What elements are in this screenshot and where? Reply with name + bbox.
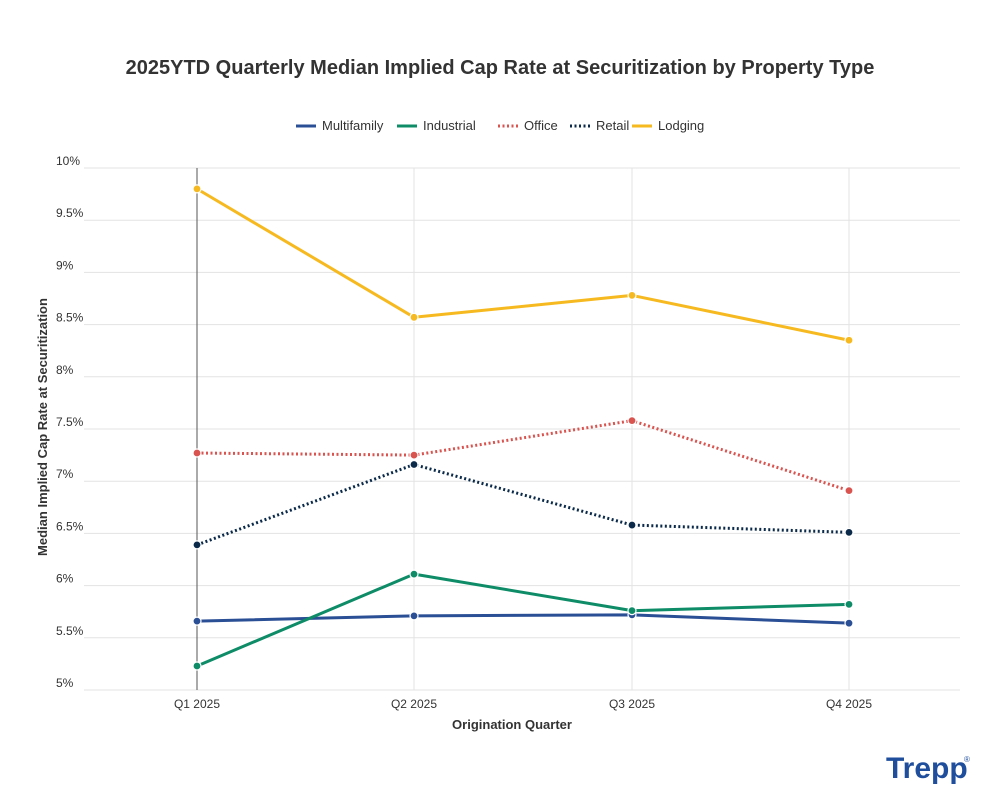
y-tick-label: 8.5% xyxy=(56,311,84,325)
data-point xyxy=(409,569,419,579)
data-point xyxy=(844,485,854,496)
data-point xyxy=(627,606,637,616)
trepp-logo: Trepp ® xyxy=(886,752,970,785)
data-point xyxy=(844,335,854,345)
y-tick-label: 7% xyxy=(56,467,74,481)
legend-item-multifamily: Multifamily xyxy=(296,118,384,133)
legend-label: Lodging xyxy=(658,118,704,133)
series-industrial xyxy=(192,569,854,671)
y-tick-label: 5.5% xyxy=(56,624,84,638)
series-line xyxy=(196,462,850,547)
data-point xyxy=(192,540,202,550)
grid xyxy=(84,167,960,691)
data-point xyxy=(844,599,854,609)
series-line xyxy=(196,572,850,668)
data-point xyxy=(627,416,637,426)
legend-item-retail: Retail xyxy=(570,118,629,133)
series-line xyxy=(196,187,850,342)
chart-title: 2025YTD Quarterly Median Implied Cap Rat… xyxy=(126,57,875,79)
legend-label: Multifamily xyxy=(322,118,384,133)
data-point xyxy=(192,661,202,671)
series-office xyxy=(192,416,854,496)
data-point xyxy=(627,520,637,530)
legend-item-office: Office xyxy=(498,118,558,133)
data-point xyxy=(844,618,854,628)
data-point xyxy=(409,611,419,621)
data-point xyxy=(192,616,202,626)
y-tick-label: 7.5% xyxy=(56,415,84,429)
y-axis-title: Median Implied Cap Rate at Securitizatio… xyxy=(35,298,50,556)
data-point xyxy=(627,290,637,300)
data-point xyxy=(192,448,202,458)
legend: Multifamily Industrial Office Retail Lodging xyxy=(296,118,704,133)
y-tick-label: 6% xyxy=(56,572,74,586)
x-tick-label: Q3 2025 xyxy=(609,697,655,711)
series-retail xyxy=(192,459,854,550)
legend-label: Office xyxy=(524,118,558,133)
data-point xyxy=(409,459,419,470)
data-point xyxy=(844,527,854,537)
legend-item-industrial: Industrial xyxy=(397,118,476,133)
y-tick-label: 8% xyxy=(56,363,74,377)
series-line xyxy=(196,419,850,493)
series-line xyxy=(196,613,850,625)
data-point xyxy=(409,312,419,322)
y-tick-label: 6.5% xyxy=(56,519,84,533)
series-lodging xyxy=(192,184,854,345)
legend-label: Industrial xyxy=(423,118,476,133)
logo-mark: ® xyxy=(964,755,970,764)
y-axis-ticks: 5% 5.5% 6% 6.5% 7% 7.5% 8% 8.5% 9% 9.5% 10% xyxy=(56,154,84,690)
y-tick-label: 9.5% xyxy=(56,206,84,220)
data-point xyxy=(409,450,419,460)
x-tick-label: Q1 2025 xyxy=(174,697,220,711)
x-tick-label: Q4 2025 xyxy=(826,697,872,711)
series-lines xyxy=(192,184,854,671)
x-tick-label: Q2 2025 xyxy=(391,697,437,711)
y-tick-label: 10% xyxy=(56,154,80,168)
x-axis-ticks: Q1 2025 Q2 2025 Q3 2025 Q4 2025 xyxy=(174,697,872,711)
legend-item-lodging: Lodging xyxy=(632,118,704,133)
y-tick-label: 5% xyxy=(56,676,74,690)
x-axis-title: Origination Quarter xyxy=(452,717,572,732)
data-point xyxy=(192,184,202,194)
logo-text: Trepp xyxy=(886,752,968,785)
legend-label: Retail xyxy=(596,118,629,133)
y-tick-label: 9% xyxy=(56,258,74,272)
